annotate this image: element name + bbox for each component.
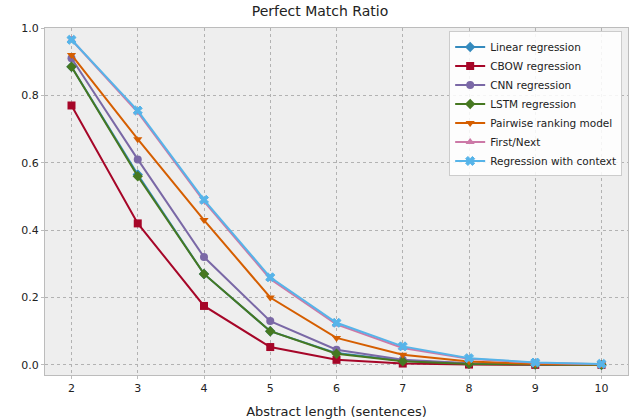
svg-text:6: 6 bbox=[333, 382, 340, 395]
svg-text:3: 3 bbox=[134, 382, 141, 395]
svg-text:1.0: 1.0 bbox=[21, 22, 39, 35]
svg-text:7: 7 bbox=[399, 382, 406, 395]
svg-text:0.4: 0.4 bbox=[21, 224, 39, 237]
svg-text:Abstract length (sentences): Abstract length (sentences) bbox=[246, 404, 427, 419]
svg-text:5: 5 bbox=[267, 382, 274, 395]
svg-text:0.6: 0.6 bbox=[21, 157, 39, 170]
svg-text:2: 2 bbox=[68, 382, 75, 395]
svg-text:Linear regression: Linear regression bbox=[490, 41, 581, 53]
svg-text:9: 9 bbox=[532, 382, 539, 395]
svg-text:0.8: 0.8 bbox=[21, 89, 39, 102]
svg-text:First/Next: First/Next bbox=[490, 136, 540, 148]
svg-text:8: 8 bbox=[466, 382, 473, 395]
svg-text:0.2: 0.2 bbox=[21, 291, 39, 304]
svg-text:4: 4 bbox=[201, 382, 208, 395]
svg-text:Perfect Match Ratio: Perfect Match Ratio bbox=[252, 3, 389, 19]
svg-text:10: 10 bbox=[595, 382, 609, 395]
svg-text:CBOW regression: CBOW regression bbox=[490, 60, 581, 72]
svg-text:Regression with context: Regression with context bbox=[490, 155, 616, 167]
svg-text:0.0: 0.0 bbox=[21, 359, 39, 372]
svg-text:Pairwise ranking model: Pairwise ranking model bbox=[490, 117, 612, 129]
svg-text:CNN regression: CNN regression bbox=[490, 79, 571, 91]
svg-text:LSTM regression: LSTM regression bbox=[490, 98, 576, 110]
